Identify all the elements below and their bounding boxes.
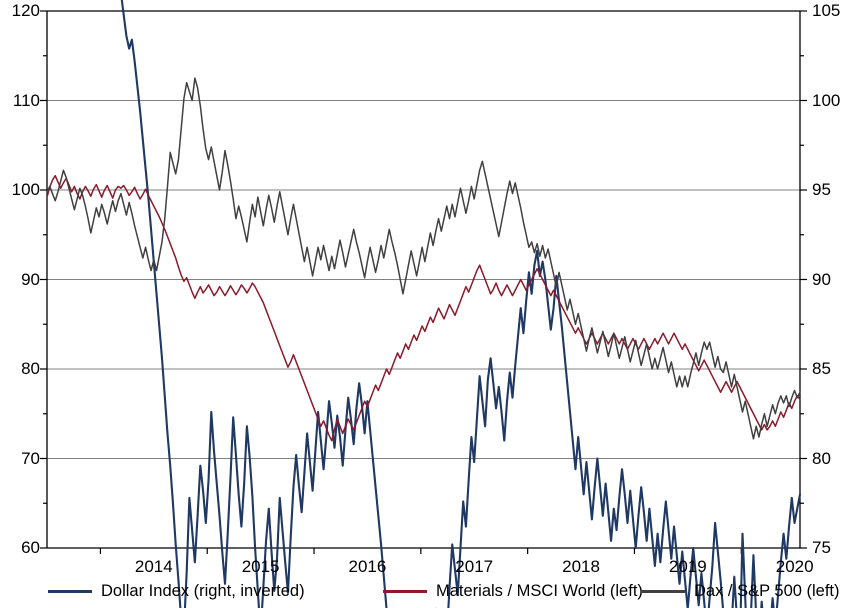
x-tick-label: 2014 bbox=[134, 557, 173, 576]
y-right-tick-label: 85 bbox=[812, 359, 831, 378]
y-left-tick-label: 60 bbox=[21, 538, 40, 557]
chart-legend: Dollar Index (right, inverted) Materials … bbox=[0, 578, 850, 604]
legend-label: Materials / MSCI World (left) bbox=[436, 581, 643, 600]
x-tick-label: 2016 bbox=[348, 557, 387, 576]
legend-item-1[interactable]: Materials / MSCI World (left) bbox=[383, 582, 643, 601]
y-right-tick-label: 80 bbox=[812, 448, 831, 468]
legend-label: Dollar Index (right, inverted) bbox=[101, 581, 305, 600]
y-left-tick-label: 120 bbox=[11, 1, 40, 20]
gridlines bbox=[47, 100, 800, 459]
y-left-tick-label: 70 bbox=[21, 448, 40, 468]
y-right-tick-label: 75 bbox=[812, 538, 831, 557]
y-right-tick-label: 100 bbox=[812, 90, 841, 110]
legend-item-0[interactable]: Dollar Index (right, inverted) bbox=[48, 582, 305, 601]
x-tick-label: 2020 bbox=[775, 557, 814, 576]
series-line-0 bbox=[120, 0, 802, 608]
x-tick-label: 2018 bbox=[562, 557, 600, 576]
y-right-tick-label: 90 bbox=[812, 269, 831, 289]
series-line-1 bbox=[46, 174, 801, 442]
y-left-tick-label: 80 bbox=[21, 359, 40, 378]
legend-color-swatch bbox=[383, 589, 427, 593]
x-tick-label: 2017 bbox=[455, 557, 494, 576]
y-right-tick-label: 105 bbox=[812, 1, 841, 20]
x-tick-label: 2015 bbox=[241, 557, 280, 576]
legend-color-swatch bbox=[641, 589, 685, 593]
y-left-tick-label: 90 bbox=[21, 269, 40, 289]
x-tick-label: 2019 bbox=[668, 557, 707, 576]
data-series-group bbox=[46, 0, 802, 608]
legend-label: Dax / S&P 500 (left) bbox=[694, 581, 840, 600]
y-left-tick-label: 100 bbox=[11, 180, 40, 199]
axis-frame bbox=[46, 10, 801, 549]
legend-item-2[interactable]: Dax / S&P 500 (left) bbox=[641, 582, 840, 601]
y-left-tick-label: 110 bbox=[12, 90, 40, 110]
series-line-2 bbox=[46, 77, 801, 440]
y-right-tick-label: 95 bbox=[812, 180, 831, 199]
legend-color-swatch bbox=[48, 589, 92, 593]
